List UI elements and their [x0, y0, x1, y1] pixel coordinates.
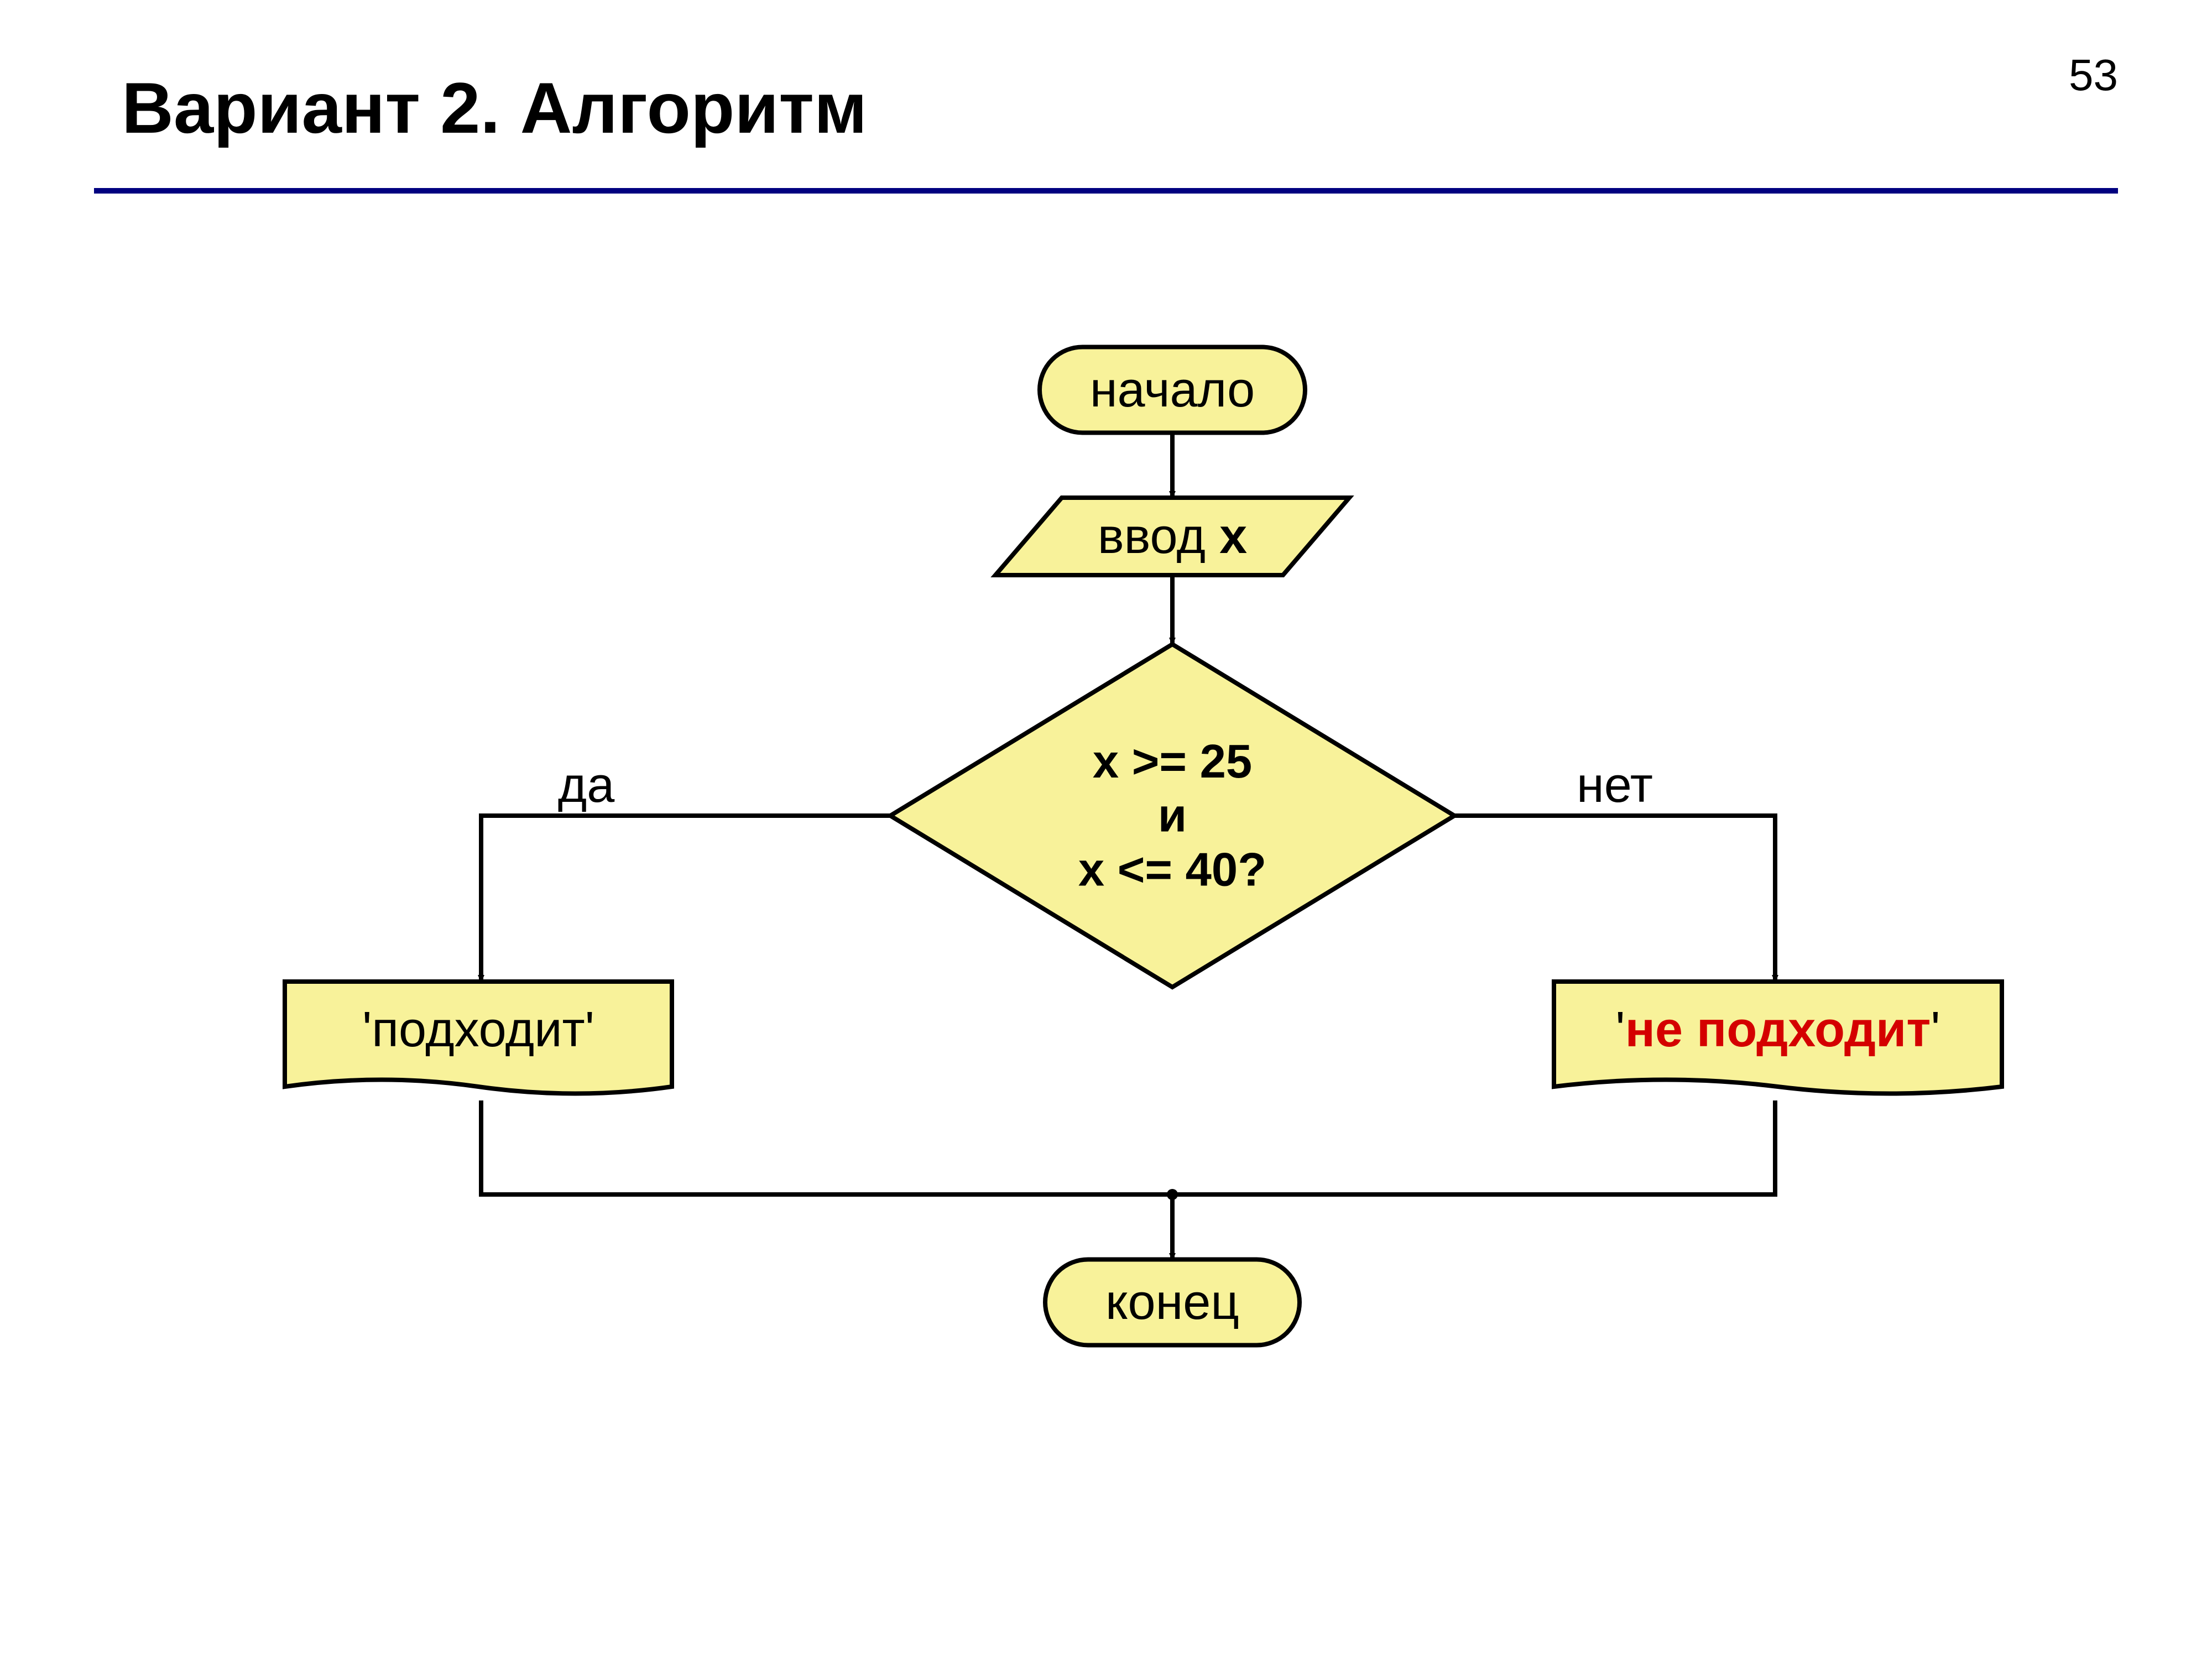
- flowchart: начало ввод x x >= 25иx <= 40? 'подходит' 'н…: [0, 0, 2212, 1659]
- flow-edge: [481, 816, 890, 982]
- node-label: ввод x: [1098, 509, 1247, 564]
- merge-dot: [1167, 1189, 1178, 1200]
- node-label: 'подходит': [362, 1002, 594, 1057]
- slide: 53 Вариант 2. Алгоритм началоввод xx >= …: [0, 0, 2212, 1659]
- branch-label-no: нет: [1577, 758, 1653, 813]
- flow-edge: [1454, 816, 1775, 982]
- flow-edge: [481, 1100, 1172, 1194]
- branch-label-yes: да: [558, 758, 615, 813]
- decision-label: x >= 25: [1093, 735, 1252, 788]
- decision-label: и: [1158, 790, 1187, 842]
- node-label: конец: [1105, 1275, 1239, 1330]
- node-label: начало: [1090, 362, 1255, 418]
- node-label: 'не подходит': [1615, 1002, 1940, 1057]
- decision-label: x <= 40?: [1078, 843, 1266, 896]
- flow-edge: [1172, 1100, 1775, 1194]
